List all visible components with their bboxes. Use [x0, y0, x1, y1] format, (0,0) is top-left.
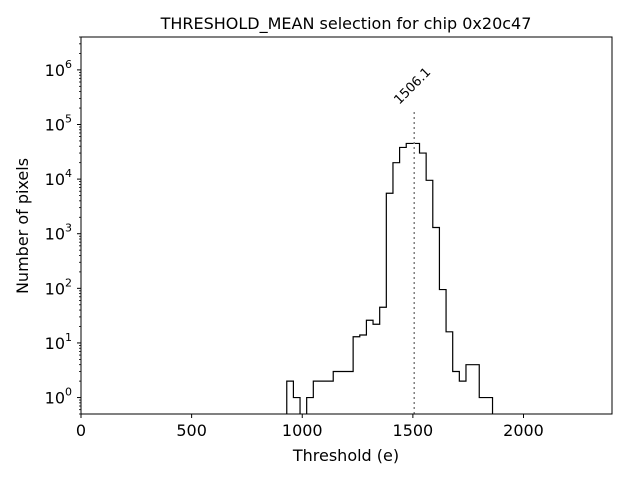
x-tick-label: 1000 — [282, 421, 323, 440]
y-tick-label: 105 — [45, 112, 72, 134]
x-tick-label: 1500 — [393, 421, 434, 440]
threshold-label: 1506.1 — [391, 65, 434, 108]
x-axis-label: Threshold (e) — [292, 446, 399, 465]
x-tick-label: 2000 — [503, 421, 544, 440]
y-tick-label: 106 — [45, 58, 72, 80]
x-tick-label: 0 — [76, 421, 86, 440]
y-tick-label: 102 — [45, 276, 72, 298]
y-tick-label: 101 — [45, 331, 72, 353]
y-axis-label: Number of pixels — [13, 158, 32, 294]
chart-title: THRESHOLD_MEAN selection for chip 0x20c4… — [160, 14, 532, 34]
x-axis-ticks: 0 500 1000 1500 2000 — [76, 414, 544, 440]
histogram-step-line — [286, 142, 494, 414]
y-tick-label: 104 — [45, 167, 72, 189]
y-tick-label: 103 — [45, 222, 72, 244]
plot-frame — [80, 36, 613, 415]
y-tick-label: 100 — [45, 386, 72, 408]
x-tick-label: 500 — [176, 421, 207, 440]
y-axis-ticks: 100 101 102 103 104 105 106 — [45, 36, 81, 415]
